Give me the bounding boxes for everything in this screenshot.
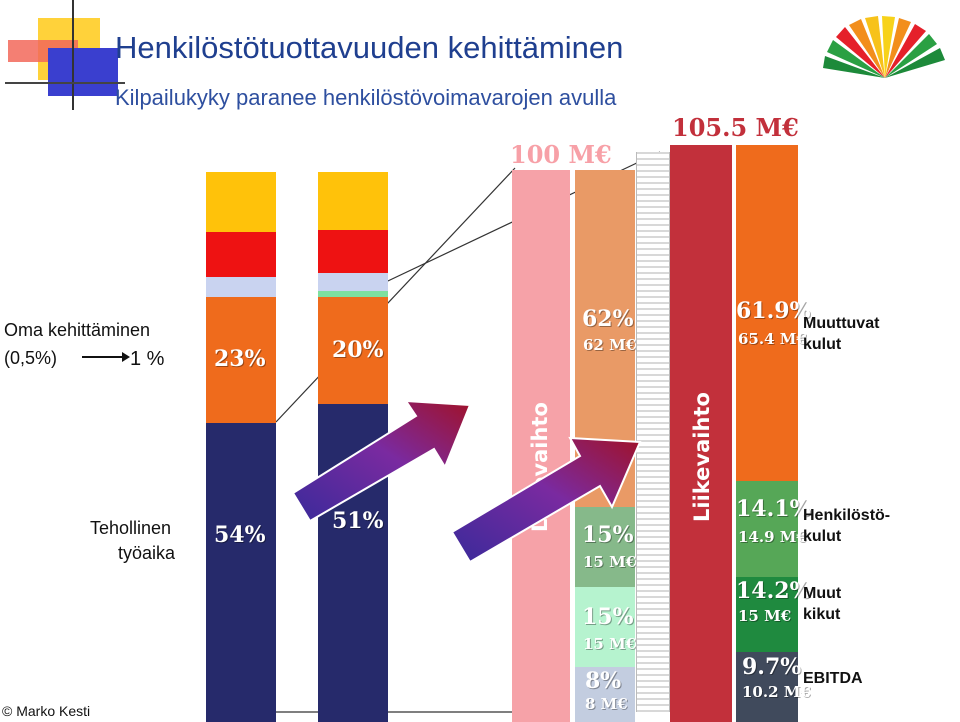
- cost-a-variable-pct: 62%: [582, 306, 634, 332]
- category-staff-line2: kulut: [803, 528, 842, 545]
- cost-a-ebitda-seg: [575, 667, 635, 722]
- arrow-right-icon: [82, 352, 130, 362]
- bar2-yellow-seg: [318, 172, 388, 230]
- bar2-lightblue-seg: [318, 273, 388, 291]
- total-105-label: 105.5 M€: [672, 113, 799, 142]
- cost-a-staff-pct: 15%: [582, 522, 634, 548]
- cost-a-ebitda-pct: 8%: [585, 668, 622, 694]
- category-variable-line2: kulut: [803, 336, 842, 353]
- cost-a-staff-seg: [575, 507, 635, 587]
- cost-b-ebitda-seg: [736, 652, 798, 722]
- cost-a-other-seg: [575, 587, 635, 667]
- category-other-costs: Muut kikut: [803, 583, 841, 625]
- cost-b-other-amt: 15 M€: [738, 607, 792, 625]
- cost-a-variable-amt: 62 M€: [583, 336, 637, 354]
- cost-b-other-seg: [736, 577, 798, 652]
- cost-b-other-pct: 14.2%: [736, 578, 811, 604]
- total-100-label: 100 M€: [510, 140, 612, 169]
- hatched-strip: [636, 152, 670, 712]
- cost-a-other-amt: 15 M€: [583, 635, 637, 653]
- cost-a-other-pct: 15%: [582, 604, 634, 630]
- cost-a-ebitda-amt: 8 M€: [585, 695, 628, 713]
- own-development-pct-label: (0,5%): [4, 348, 58, 368]
- page-title: Henkilöstötuottavuuden kehittäminen: [115, 30, 624, 65]
- decor-horizontal-line: [5, 82, 125, 84]
- bar2-navy-pct: 51%: [332, 508, 384, 534]
- cost-b-variable-seg: [736, 145, 798, 481]
- bar1-navy-seg: [206, 423, 276, 722]
- revenue-bar-b: [670, 145, 732, 722]
- bar1-orange-pct: 23%: [214, 346, 266, 372]
- category-staff-costs: Henkilöstö- kulut: [803, 505, 890, 547]
- bar2-orange-pct: 20%: [332, 337, 384, 363]
- cost-b-ebitda-pct: 9.7%: [742, 654, 802, 680]
- category-staff-line1: Henkilöstö-: [803, 507, 891, 524]
- arrow-1: [291, 399, 472, 523]
- bar2-green-seg: [318, 291, 388, 297]
- bar2-orange-seg: [318, 297, 388, 404]
- category-ebitda: EBITDA: [803, 670, 863, 687]
- cost-b-variable-pct: 61.9%: [736, 298, 811, 324]
- cost-b-staff-amt: 14.9 M€: [738, 528, 807, 546]
- arrow-2: [450, 436, 642, 564]
- bar1-orange-seg: [206, 297, 276, 423]
- category-variable-line1: Muuttuvat: [803, 315, 880, 332]
- cost-b-variable-amt: 65.4 M€: [738, 330, 807, 348]
- effective-time-label-2: työaika: [118, 543, 176, 563]
- bar1-red-seg: [206, 232, 276, 277]
- decor-vertical-line: [72, 0, 74, 110]
- cost-b-staff-pct: 14.1%: [736, 496, 811, 522]
- cost-a-staff-amt: 15 M€: [583, 553, 637, 571]
- decor-blue-block: [48, 48, 118, 96]
- own-development-label: Oma kehittäminen: [4, 320, 151, 340]
- category-other-line2: kikut: [803, 606, 841, 623]
- effective-time-label-1: Tehollinen: [90, 518, 172, 538]
- bar1-lightblue-seg: [206, 277, 276, 297]
- bar2-red-seg: [318, 230, 388, 273]
- fan-logo: [823, 16, 945, 78]
- category-variable-costs: Muuttuvat kulut: [803, 313, 879, 355]
- copyright-text: © Marko Kesti: [2, 703, 91, 719]
- cost-b-ebitda-amt: 10.2 M€: [742, 683, 811, 701]
- page-subtitle: Kilpailukyky paranee henkilöstövoimavaro…: [115, 85, 617, 110]
- revenue-bar-a: [512, 170, 570, 722]
- bar1-yellow-seg: [206, 172, 276, 232]
- cost-b-staff-seg: [736, 481, 798, 577]
- one-percent-label: 1 %: [130, 348, 165, 370]
- category-other-line1: Muut: [803, 585, 842, 602]
- bar1-navy-pct: 54%: [214, 522, 266, 548]
